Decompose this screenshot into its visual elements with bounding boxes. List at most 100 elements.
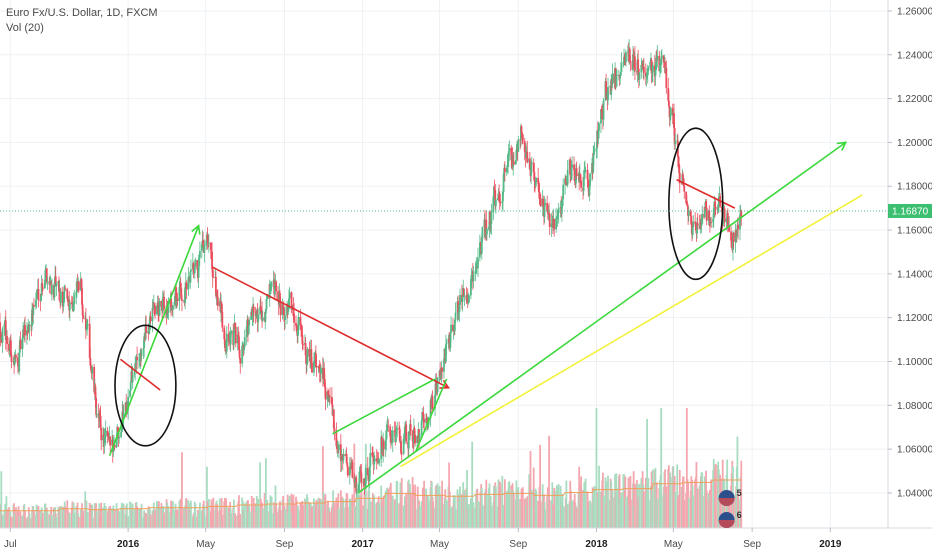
- yellow-trendline: [400, 194, 863, 468]
- candle-body: [310, 349, 313, 363]
- volume-bar: [515, 480, 518, 528]
- candle-body: [161, 297, 164, 312]
- candle-body: [689, 210, 692, 217]
- candle-body: [281, 304, 284, 315]
- candle-body: [259, 306, 262, 310]
- candle-body: [685, 191, 688, 204]
- candle-body: [328, 396, 331, 402]
- volume-bar: [647, 478, 650, 528]
- candle-body: [710, 221, 713, 223]
- candle-body: [382, 441, 385, 450]
- green-arrowhead: [191, 224, 201, 235]
- volume-bar: [436, 483, 439, 528]
- candle-body: [726, 212, 729, 228]
- volume-bar: [342, 498, 345, 528]
- candle-body: [466, 298, 469, 304]
- candle-body: [99, 415, 102, 429]
- candle-body: [376, 461, 379, 463]
- candle-body: [85, 328, 88, 330]
- candle-body: [21, 338, 24, 350]
- candle-body: [9, 340, 12, 356]
- candle-body: [279, 293, 281, 303]
- candle-body: [176, 298, 179, 302]
- time-axis[interactable]: Jul 2016 May Sep 2017 May Sep 2018 May Sep 2019: [4, 528, 842, 550]
- candle-body: [80, 279, 83, 288]
- candle-body: [138, 359, 141, 360]
- candle-body: [459, 294, 461, 305]
- candle-body: [387, 425, 390, 427]
- volume-bar: [539, 444, 542, 528]
- red-trendline: [119, 358, 161, 391]
- volume-bar: [346, 506, 349, 528]
- candle-body: [575, 168, 578, 177]
- candle-body: [385, 430, 388, 440]
- candle-body: [190, 269, 192, 272]
- candle-body: [487, 227, 490, 229]
- candle-body: [681, 174, 684, 184]
- candle-body: [369, 452, 372, 467]
- candle-body: [511, 156, 514, 168]
- volume-bar: [73, 512, 76, 528]
- candle-body: [422, 414, 425, 420]
- candle-body: [364, 467, 367, 484]
- volume-bar: [64, 506, 67, 528]
- candle-body: [335, 430, 338, 447]
- time-tick-label: Sep: [743, 539, 761, 550]
- candle-body: [470, 278, 472, 296]
- candle-body: [494, 190, 497, 206]
- candle-body: [33, 305, 35, 307]
- candle-body: [261, 317, 264, 321]
- candle-body: [301, 335, 304, 345]
- candle-body: [402, 439, 405, 454]
- candle-body: [261, 312, 263, 321]
- volume-bar: [602, 495, 605, 528]
- candle-body: [566, 169, 569, 185]
- volume-bar: [77, 516, 80, 528]
- volume-bar: [238, 495, 240, 528]
- candle-body: [722, 214, 725, 224]
- candle-body: [398, 428, 401, 442]
- volume-bar: [315, 499, 318, 528]
- candle-body: [610, 79, 613, 95]
- volume-bar: [333, 502, 336, 528]
- candle-body: [133, 371, 136, 375]
- volume-bar: [19, 511, 22, 528]
- candle-body: [502, 192, 504, 202]
- candle-body: [225, 333, 228, 352]
- candle-body: [6, 336, 8, 345]
- candle-body: [398, 428, 401, 430]
- candle-body: [1, 328, 4, 343]
- candle-body: [525, 153, 527, 158]
- candle-body: [84, 318, 87, 330]
- candle-body: [539, 193, 542, 199]
- candle-body: [53, 282, 56, 298]
- candle-body: [596, 130, 599, 149]
- candle-body: [185, 282, 188, 290]
- candle-body: [535, 177, 538, 183]
- candle-body: [445, 344, 447, 362]
- candle-body: [730, 240, 733, 243]
- volume-bar: [6, 509, 8, 528]
- price-axis[interactable]: 1.26000 1.24000 1.22000 1.20000 1.18000 1.160…: [888, 6, 932, 499]
- candle-body: [467, 302, 470, 304]
- candle-body: [139, 352, 142, 360]
- candle-body: [373, 458, 376, 462]
- candle-body: [538, 192, 541, 194]
- volume-bar: [378, 503, 381, 528]
- volume-indicator-label[interactable]: Vol (20): [6, 22, 44, 34]
- candle-body: [118, 436, 121, 439]
- candle-body: [149, 316, 151, 330]
- candle-body: [300, 325, 303, 331]
- volume-bar: [158, 506, 161, 528]
- candle-body: [153, 305, 156, 306]
- volume-bar: [501, 475, 504, 528]
- candle-body: [144, 326, 147, 340]
- candle-body: [555, 218, 558, 230]
- volume-bar: [382, 495, 385, 528]
- candle-body: [49, 282, 51, 285]
- symbol-title[interactable]: Euro Fx/U.S. Dollar, 1D, FXCM: [6, 7, 158, 19]
- volume-bar: [185, 498, 188, 528]
- volume-bar: [454, 509, 457, 528]
- candle-body: [237, 334, 240, 337]
